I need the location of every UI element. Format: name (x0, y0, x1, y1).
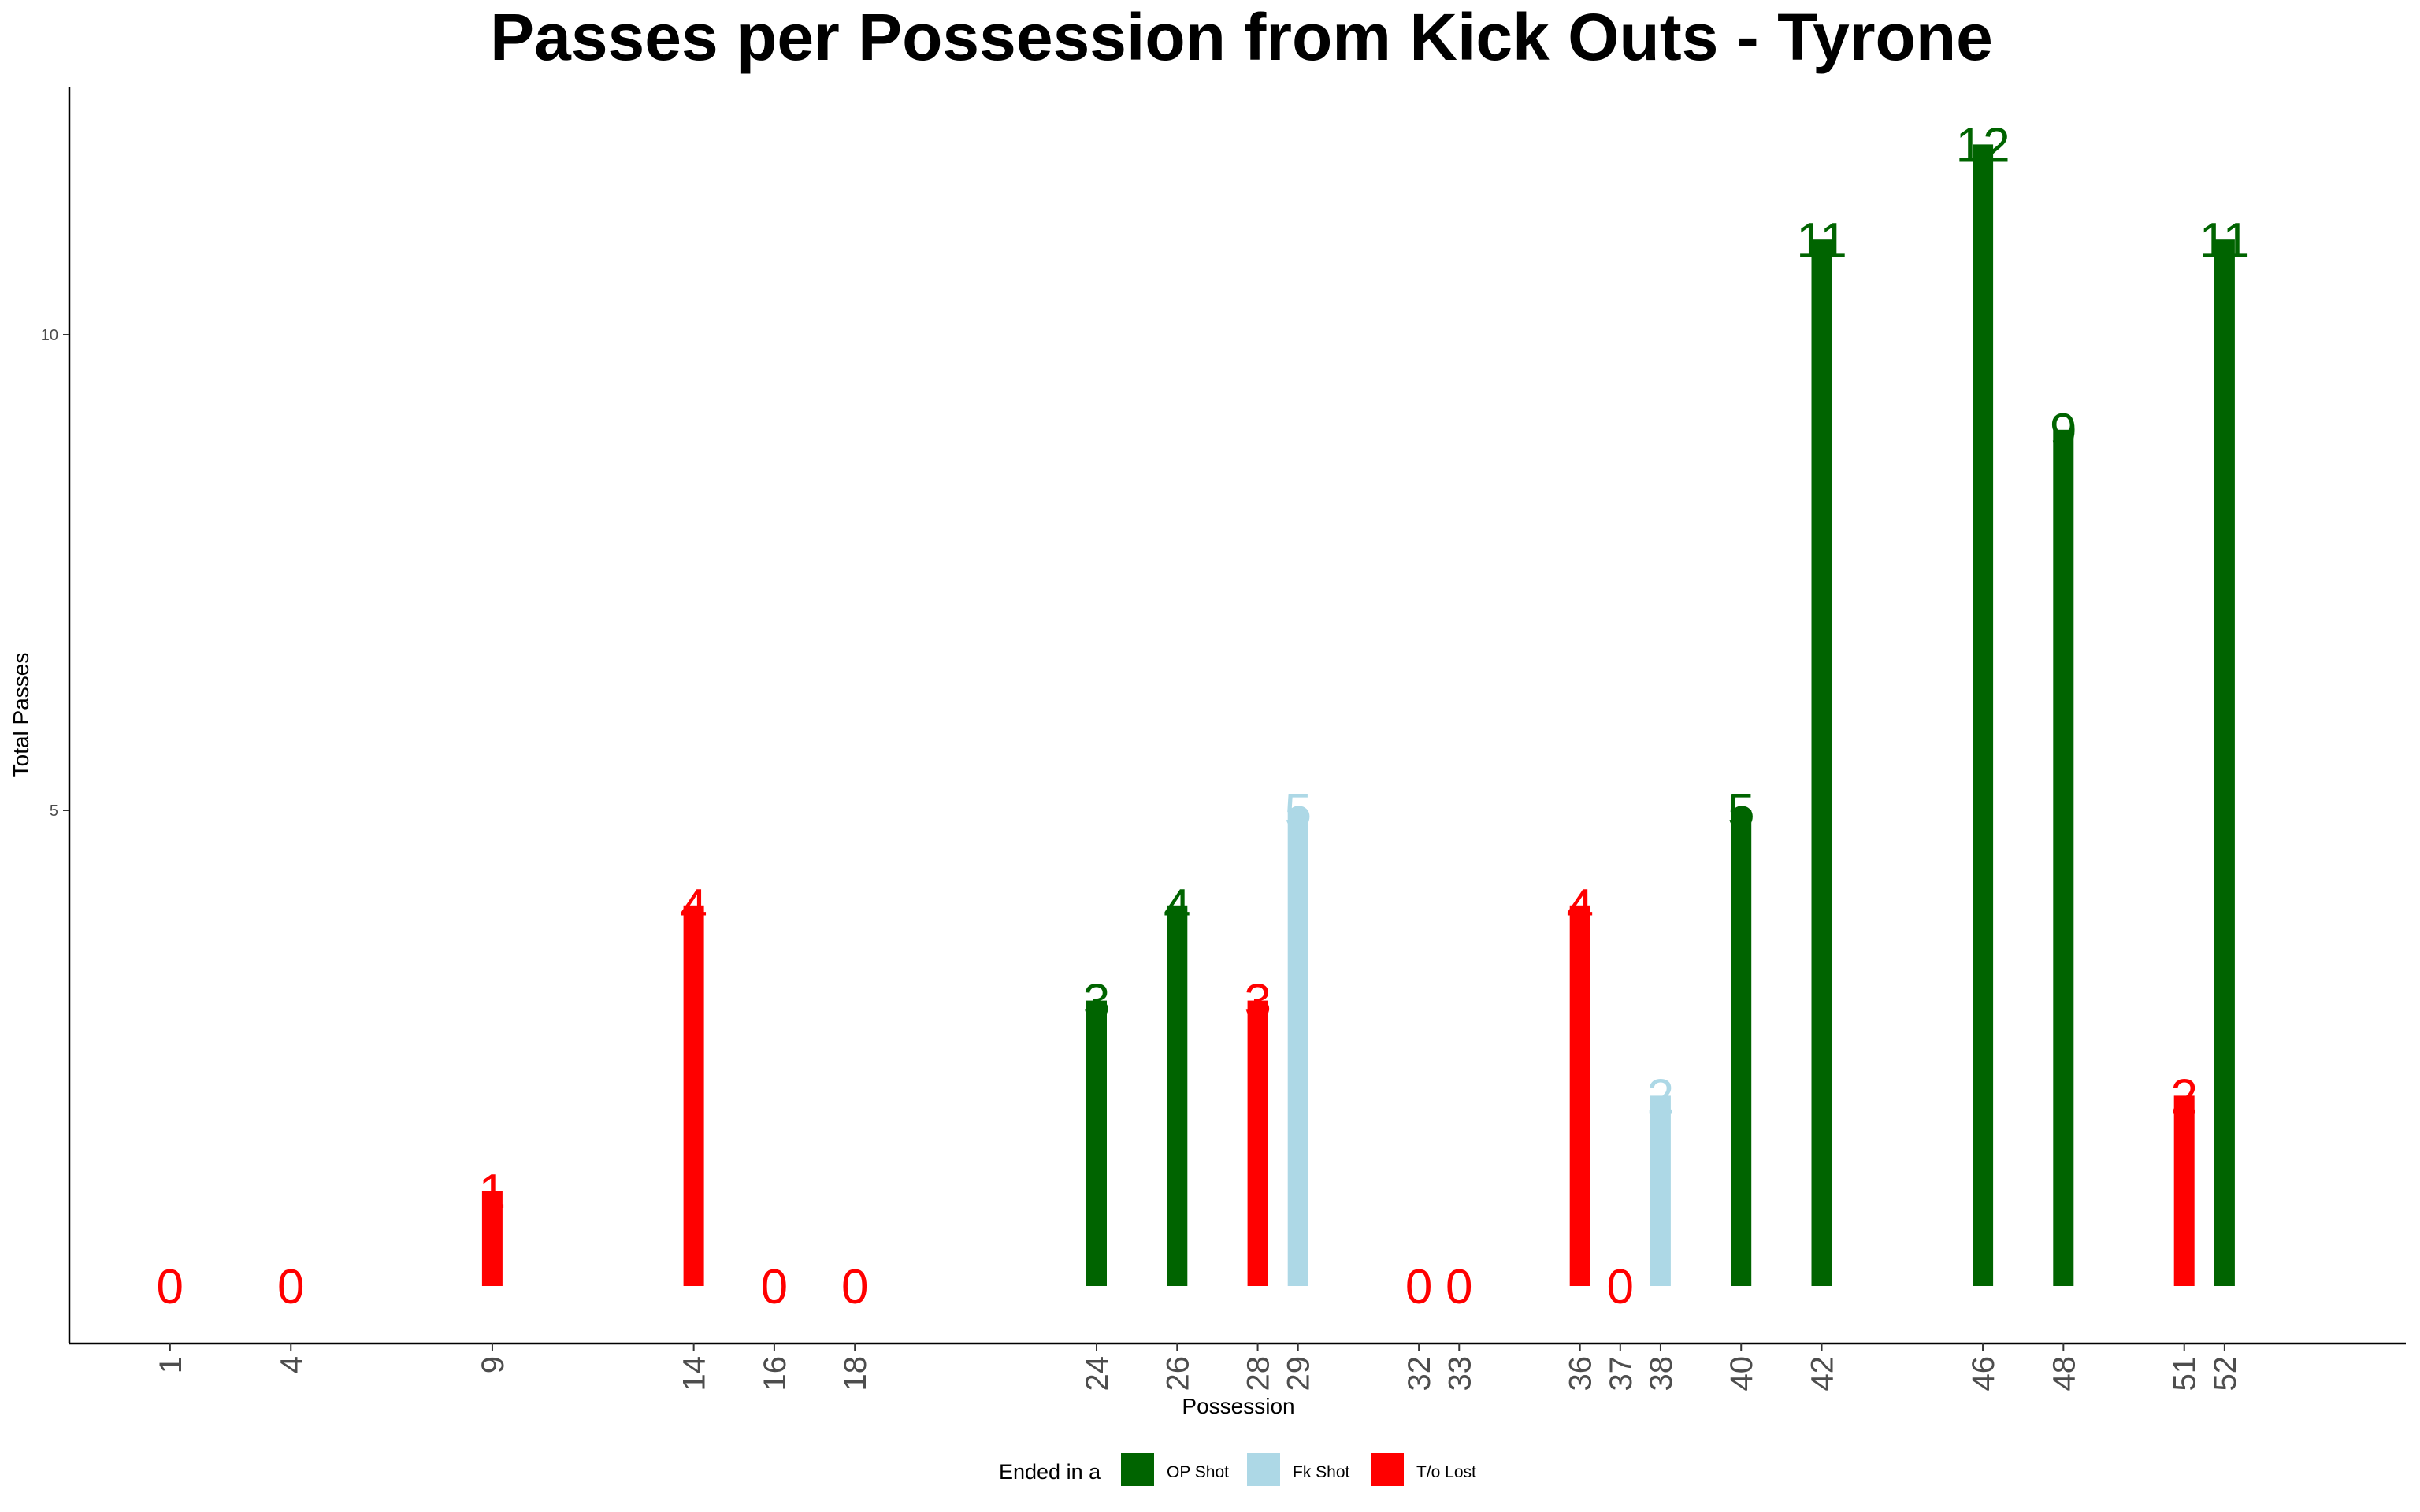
bar-label-possession-24: 3 (1083, 975, 1110, 1029)
x-tick-label-26: 26 (1160, 1356, 1195, 1392)
chart-title: Passes per Possession from Kick Outs - T… (490, 0, 1993, 74)
bar-possession-42 (1811, 239, 1832, 1287)
x-tick-label-42: 42 (1806, 1356, 1840, 1392)
x-axis-title: Possession (1182, 1394, 1294, 1418)
x-tick-label-28: 28 (1242, 1356, 1276, 1392)
bar-label-possession-48: 9 (2050, 404, 2077, 458)
bar-label-possession-46: 12 (1956, 118, 2010, 172)
legend-label-t-o-lost: T/o Lost (1416, 1463, 1476, 1481)
x-tick-label-40: 40 (1724, 1356, 1759, 1392)
legend-swatch-fk-shot (1247, 1453, 1280, 1486)
x-tick-label-24: 24 (1080, 1356, 1115, 1392)
x-tick-label-52: 52 (2208, 1356, 2243, 1392)
x-tick-label-9: 9 (476, 1356, 510, 1373)
bar-label-possession-18: 0 (841, 1260, 868, 1314)
legend: Ended in a OP Shot Fk Shot T/o Lost (999, 1453, 1476, 1486)
bar-label-possession-33: 0 (1446, 1260, 1472, 1314)
bar-possession-24 (1086, 1000, 1107, 1286)
x-tick-label-51: 51 (2168, 1356, 2203, 1392)
legend-title: Ended in a (999, 1460, 1101, 1484)
y-tick-label-10: 10 (41, 327, 58, 344)
bar-possession-40 (1731, 810, 1752, 1286)
bar-label-possession-29: 5 (1284, 784, 1311, 839)
bar-label-possession-28: 3 (1244, 975, 1271, 1029)
bar-label-possession-9: 1 (479, 1165, 506, 1219)
bar-possession-14 (683, 905, 704, 1286)
bar-possession-46 (1973, 144, 1994, 1286)
x-tick-label-33: 33 (1442, 1356, 1477, 1392)
x-tick-label-14: 14 (677, 1356, 712, 1392)
bar-label-possession-38: 2 (1647, 1069, 1674, 1124)
bar-possession-38 (1650, 1095, 1671, 1286)
bar-label-possession-26: 4 (1164, 880, 1190, 934)
x-tick-label-38: 38 (1644, 1356, 1679, 1392)
bar-label-possession-36: 4 (1566, 880, 1593, 934)
x-tick-label-29: 29 (1282, 1356, 1316, 1392)
bar-possession-28 (1247, 1000, 1268, 1286)
bar-label-possession-16: 0 (761, 1260, 788, 1314)
legend-label-fk-shot: Fk Shot (1293, 1463, 1350, 1481)
bar-label-possession-40: 5 (1728, 784, 1754, 839)
x-tick-label-16: 16 (758, 1356, 792, 1392)
bar-possession-36 (1569, 905, 1590, 1286)
x-tick-label-46: 46 (1966, 1356, 2001, 1392)
legend-label-op-shot: OP Shot (1167, 1463, 1229, 1481)
bar-label-possession-52: 11 (2199, 213, 2250, 268)
bar-label-possession-1: 0 (157, 1260, 184, 1314)
x-tick-label-18: 18 (838, 1356, 873, 1392)
legend-swatch-op-shot (1121, 1453, 1154, 1486)
x-tick-label-1: 1 (154, 1356, 188, 1373)
x-tick-label-32: 32 (1402, 1356, 1437, 1392)
bar-label-possession-4: 0 (277, 1260, 304, 1314)
x-tick-label-4: 4 (274, 1356, 309, 1373)
x-tick-label-37: 37 (1604, 1356, 1639, 1392)
bar-possession-52 (2214, 239, 2235, 1287)
x-ticks: 1 4 9 14 16 18 24 26 28 29 32 33 36 37 38 40 42 46 48 51 52 (154, 1343, 2243, 1392)
x-tick-label-36: 36 (1564, 1356, 1598, 1392)
bar-label-possession-37: 0 (1607, 1260, 1634, 1314)
bar-label-possession-42: 11 (1796, 213, 1847, 268)
bar-possession-9 (481, 1191, 503, 1286)
bar-label-possession-51: 2 (2170, 1069, 2197, 1124)
legend-swatch-t-o-lost (1371, 1453, 1404, 1486)
y-axis-title: Total Passes (9, 653, 33, 778)
bar-possession-51 (2173, 1095, 2195, 1286)
bar-possession-29 (1287, 810, 1308, 1286)
bar-possession-48 (2053, 429, 2074, 1286)
y-tick-label-5: 5 (50, 802, 58, 820)
x-tick-label-48: 48 (2047, 1356, 2081, 1392)
bar-label-possession-32: 0 (1405, 1260, 1432, 1314)
bar-possession-26 (1167, 905, 1188, 1286)
bar-label-possession-14: 4 (680, 880, 707, 934)
y-ticks: 5 10 (41, 327, 69, 820)
